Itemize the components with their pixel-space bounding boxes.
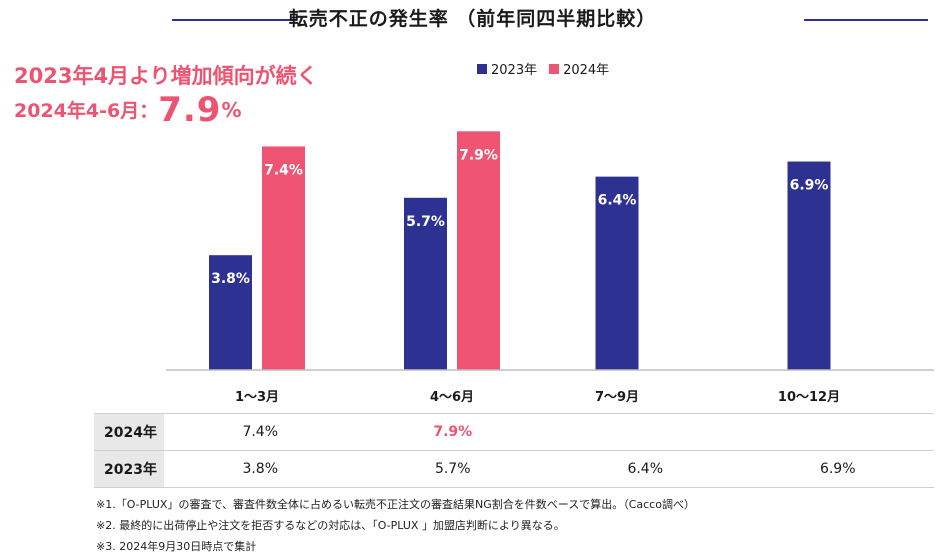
footnotes: ※1.「O-PLUX」の審査で、審査件数全体に占めるい転売不正注文の審査結果NG… bbox=[96, 494, 695, 557]
bar-2023-q4 bbox=[787, 161, 831, 370]
table-row-header: 2024年 bbox=[94, 414, 164, 450]
x-tick-label: 1〜3月 bbox=[235, 390, 279, 405]
bar-2024-q2 bbox=[457, 131, 500, 370]
table-row-header: 2023年 bbox=[94, 451, 164, 487]
footnote-2: ※2. 最終的に出荷停止や注文を拒否するなどの対応は、「O-PLUX 」加盟店判… bbox=[96, 519, 565, 532]
x-tick-label: 4〜6月 bbox=[430, 390, 474, 405]
table-cell: 5.7% bbox=[434, 461, 471, 477]
legend-label-2023: 2023年 bbox=[491, 63, 538, 78]
data-table: 2024年 7.4% 7.9% 2023年 3.8% 5.7% 6.4% 6.9… bbox=[94, 413, 934, 488]
bar-2023-q3 bbox=[595, 176, 639, 370]
data-label: 7.9% bbox=[459, 147, 498, 163]
table-cell: 6.4% bbox=[627, 461, 664, 477]
data-label: 7.4% bbox=[264, 162, 303, 178]
legend-item-2023: 2023年 bbox=[477, 59, 537, 78]
table-cell: 6.9% bbox=[819, 461, 856, 477]
bar-2023-q2 bbox=[404, 197, 447, 370]
bar-chart: 3.8% 7.4% 5.7% 7.9% 6.4% 6.9% 1〜3月 4〜6月 7〜9月 10〜… bbox=[166, 131, 934, 405]
bar-2023-q1 bbox=[209, 255, 252, 370]
data-label: 5.7% bbox=[406, 214, 445, 230]
table-row-2023: 2023年 3.8% 5.7% 6.4% 6.9% bbox=[94, 451, 934, 488]
table-row-2024: 2024年 7.4% 7.9% bbox=[94, 413, 934, 451]
callout-latest-value: 7.9 bbox=[158, 90, 222, 130]
chart-title: 転売不正の発生率 （前年同四半期比較） bbox=[288, 8, 657, 30]
bar-2024-q1 bbox=[262, 146, 305, 370]
table-cell: 7.4% bbox=[242, 424, 279, 440]
legend-swatch-2023 bbox=[477, 63, 487, 74]
legend-swatch-2024 bbox=[549, 63, 560, 74]
callout-latest-unit: % bbox=[221, 98, 242, 122]
title-rule-right bbox=[804, 19, 928, 21]
footnote-1: ※1.「O-PLUX」の審査で、審査件数全体に占めるい転売不正注文の審査結果NG… bbox=[96, 498, 695, 511]
table-cell-highlight: 7.9% bbox=[433, 424, 473, 440]
title-rule-left bbox=[172, 19, 296, 21]
callout-latest-prefix: 2024年4-6月： bbox=[14, 100, 159, 122]
chart-legend: 2023年 2024年 bbox=[477, 59, 621, 78]
footnote-3: ※3. 2024年9月30日時点で集計 bbox=[96, 540, 257, 553]
data-label: 6.9% bbox=[790, 178, 829, 194]
data-label: 3.8% bbox=[211, 271, 250, 287]
data-label: 6.4% bbox=[598, 193, 637, 209]
callout-latest: 2024年4-6月：7.9% bbox=[14, 90, 242, 130]
callout-trend: 2023年4月より増加傾向が続く bbox=[14, 64, 318, 88]
x-tick-label: 7〜9月 bbox=[595, 390, 639, 405]
legend-item-2024: 2024年 bbox=[549, 59, 609, 78]
legend-label-2024: 2024年 bbox=[563, 63, 610, 78]
table-cell: 3.8% bbox=[242, 461, 279, 477]
x-tick-label: 10〜12月 bbox=[778, 390, 840, 405]
